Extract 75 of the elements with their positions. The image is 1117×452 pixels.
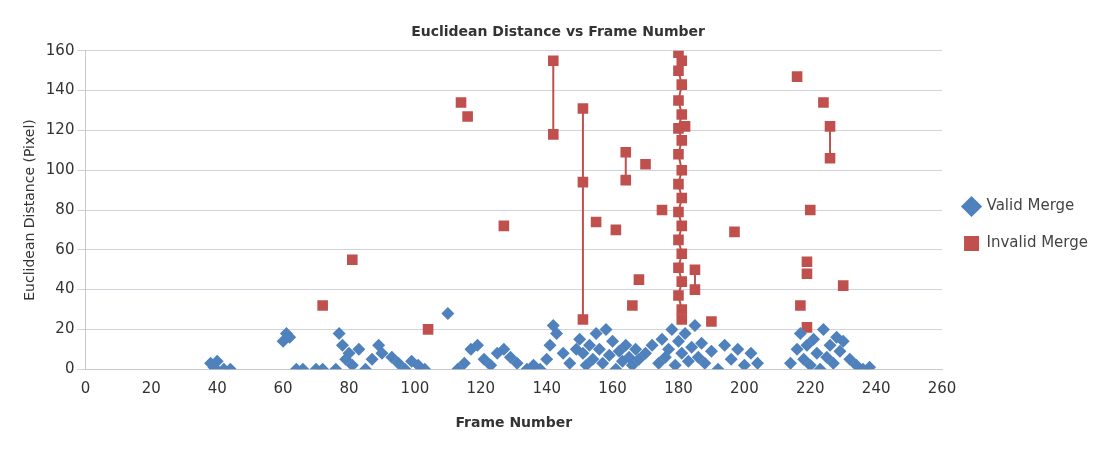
point [689,284,701,295]
x-tick-label: 120 [466,379,496,398]
x-tick-label: 60 [273,379,293,398]
x-tick-label: 40 [207,379,227,398]
point [347,254,358,266]
legend-label: Invalid Merge [986,233,1089,252]
point [577,103,589,114]
point [824,121,836,132]
x-tick-label: 200 [730,379,759,398]
point [627,300,638,311]
point [837,280,849,291]
y-tick-label: 60 [55,239,75,258]
point [620,174,632,186]
x-tick-label: 260 [927,379,957,398]
y-tick-label: 160 [45,40,75,59]
x-tick-label: 0 [80,379,91,398]
point [462,111,473,122]
point [801,268,813,279]
point [673,95,684,106]
point [547,129,559,140]
point [706,316,717,327]
y-tick-label: 20 [55,319,75,338]
point [676,248,688,260]
point [422,324,434,335]
x-tick-label: 240 [861,379,891,398]
point [801,256,813,268]
x-tick-label: 80 [339,379,359,398]
point [673,206,684,218]
y-tick-label: 100 [45,160,75,179]
point [676,276,688,287]
point [791,71,803,82]
point [673,148,684,160]
y-tick-label: 120 [45,120,75,139]
point [317,300,328,311]
point [673,290,684,301]
point [676,55,688,67]
point [676,109,688,120]
point [676,164,688,176]
point [673,262,684,274]
point [577,314,589,325]
point [640,158,651,170]
x-tick-label: 220 [795,379,825,398]
y-tick-label: 0 [64,359,75,378]
point [824,152,836,164]
point [676,220,688,232]
point [676,304,688,315]
point [633,274,645,285]
y-tick-label: 80 [55,199,75,218]
point [676,192,688,204]
point [679,121,691,132]
point [620,146,632,158]
point [455,97,467,108]
y-tick-label: 140 [45,80,75,99]
legend-label: Valid Merge [986,196,1075,215]
x-tick-label: 160 [598,379,627,398]
point [673,65,684,76]
point [795,300,806,311]
x-tick-label: 100 [400,379,430,398]
point [673,178,684,190]
x-axis-title: Frame Number [455,414,573,431]
chart-title: Euclidean Distance vs Frame Number [411,23,705,40]
point [673,234,684,246]
y-axis-title: Euclidean Distance (Pixel) [21,119,38,301]
point [804,204,816,216]
point [818,97,829,108]
point [676,79,688,90]
x-tick-label: 140 [532,379,562,398]
point [729,226,740,238]
point [676,135,688,146]
point [689,264,701,275]
y-tick-label: 40 [55,279,75,298]
point [676,314,688,325]
point [547,55,559,67]
x-tick-label: 180 [664,379,693,398]
x-tick-label: 20 [141,379,161,398]
